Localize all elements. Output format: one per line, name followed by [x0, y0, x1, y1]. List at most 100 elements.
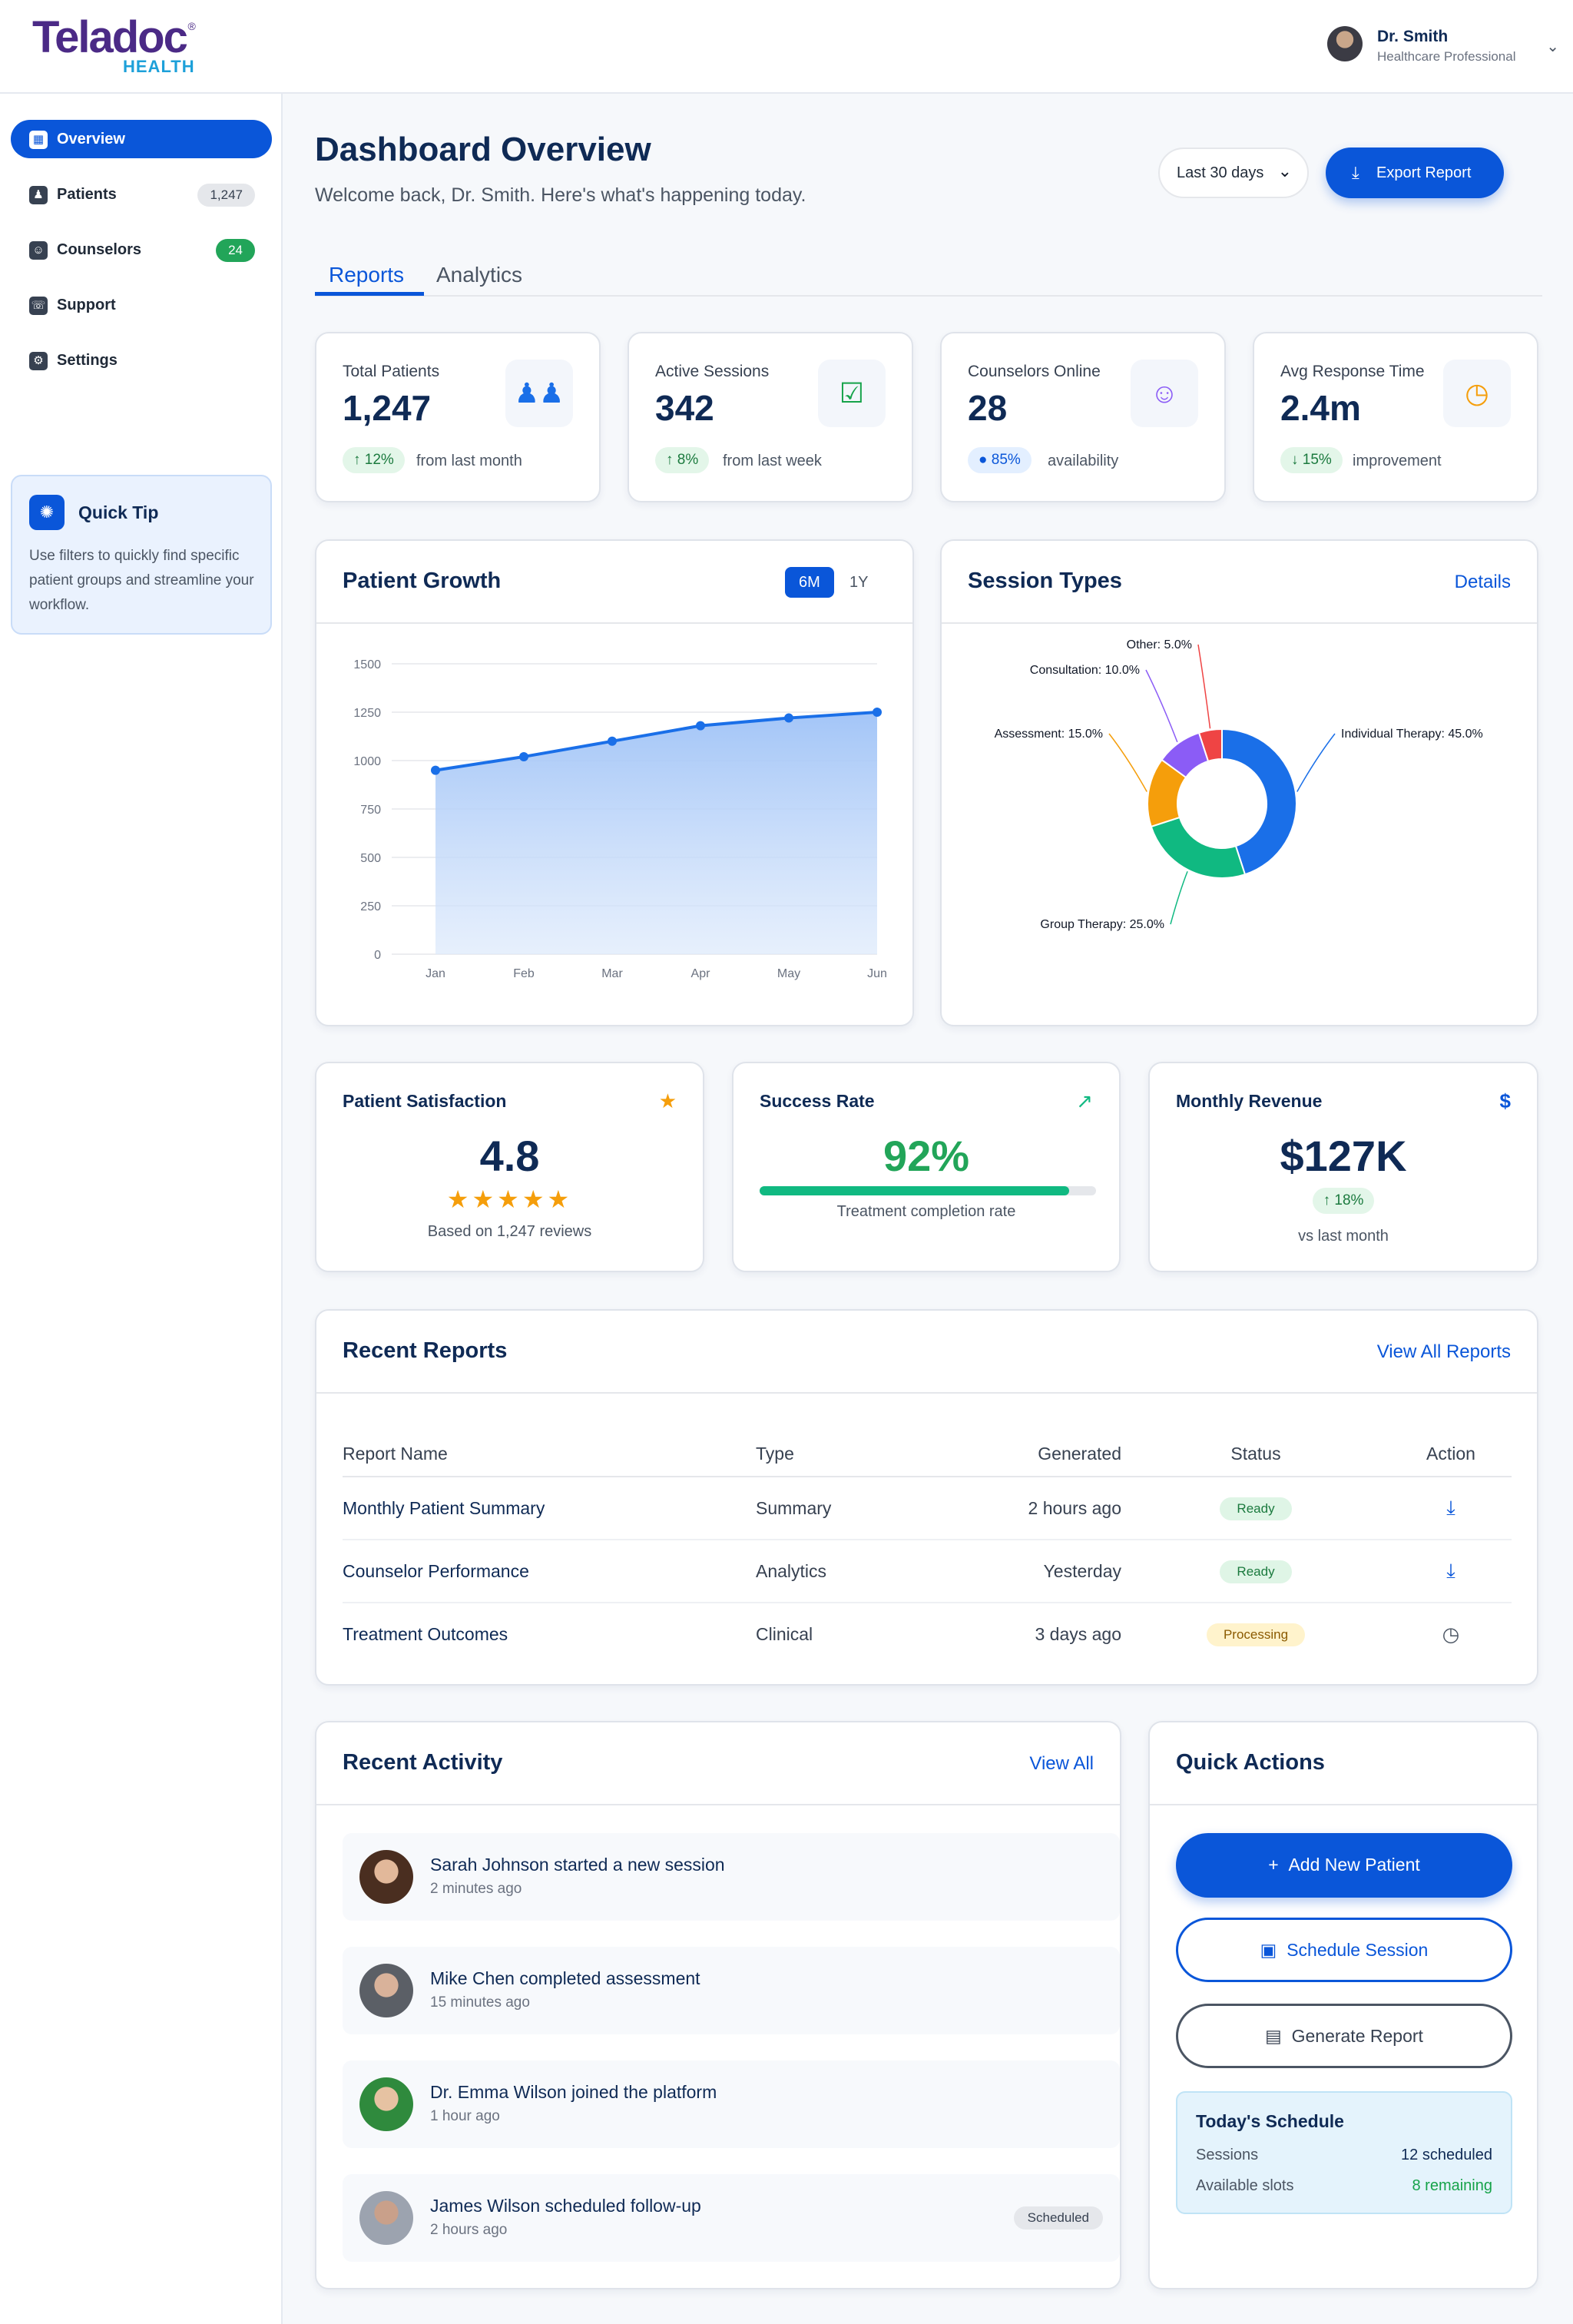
sidebar-item-support[interactable]: ☏ Support — [11, 286, 272, 324]
stat-delta-badge: ● 85% — [968, 447, 1032, 473]
data-point[interactable] — [873, 708, 882, 717]
leader-line — [1296, 733, 1336, 792]
headset-icon: ☏ — [29, 297, 48, 315]
calendar-icon: ▣ — [1260, 1940, 1277, 1960]
pie-slice[interactable] — [1221, 728, 1297, 876]
range-6m-button[interactable]: 6M — [785, 567, 834, 598]
user-menu[interactable]: Dr. Smith Healthcare Professional ⌄ — [1327, 26, 1573, 72]
x-tick-label: Apr — [691, 967, 711, 980]
top-bar: Teladoc ® HEALTH Dr. Smith Healthcare Pr… — [0, 0, 1573, 94]
clock-icon: ◷ — [1443, 360, 1511, 427]
quick-tip-body: Use filters to quickly find specific pat… — [29, 548, 254, 613]
leader-line — [1108, 733, 1147, 792]
area-fill — [435, 712, 877, 954]
sidebar-item-label: Settings — [57, 352, 118, 369]
avatar — [359, 2191, 413, 2245]
download-icon[interactable]: ⤓ — [1390, 1540, 1512, 1603]
sidebar-item-settings[interactable]: ⚙ Settings — [11, 341, 272, 380]
chevron-down-icon: ⌄ — [1277, 161, 1292, 181]
export-report-button[interactable]: ⤓ Export Report — [1326, 148, 1504, 198]
sidebar-item-overview[interactable]: ▦ Overview — [11, 120, 272, 158]
slots-label: Available slots — [1196, 2177, 1294, 2194]
status-badge: Scheduled — [1013, 2206, 1103, 2230]
y-tick-label: 250 — [360, 900, 381, 913]
session-types-card: Session Types Details Individual Therapy… — [940, 539, 1538, 1026]
add-new-patient-label: Add New Patient — [1288, 1855, 1420, 1875]
column-header: Action — [1390, 1432, 1512, 1477]
success-rate-value: 92% — [883, 1132, 970, 1180]
revenue-delta-row: ↑ 18% — [1150, 1188, 1537, 1214]
stat-note: from last month — [416, 453, 522, 469]
success-rate-card: Success Rate ↗ 92% Treatment completion … — [732, 1062, 1121, 1272]
card-header: Recent Reports View All Reports — [316, 1311, 1537, 1394]
stat-label: Total Patients — [343, 363, 440, 380]
card-title: Monthly Revenue — [1176, 1091, 1323, 1111]
satisfaction-caption: Based on 1,247 reviews — [427, 1223, 592, 1240]
report-name[interactable]: Monthly Patient Summary — [343, 1477, 756, 1540]
add-new-patient-button[interactable]: + Add New Patient — [1176, 1833, 1512, 1898]
layout-icon: ▦ — [29, 131, 48, 149]
data-point[interactable] — [784, 713, 793, 723]
table-header-row: Report Name Type Generated Status Action — [343, 1432, 1512, 1477]
counselor-icon: ☺ — [29, 241, 48, 260]
stat-card-counselors-online: Counselors Online 28 ☺ ● 85% availabilit… — [940, 332, 1226, 502]
view-all-activity-link[interactable]: View All — [1029, 1753, 1094, 1774]
pie-slice[interactable] — [1197, 728, 1223, 763]
sidebar-item-counselors[interactable]: ☺ Counselors 24 — [11, 230, 272, 269]
data-point[interactable] — [608, 736, 617, 746]
chevron-down-icon[interactable]: ⌄ — [1546, 38, 1559, 55]
range-1y-button[interactable]: 1Y — [849, 574, 869, 591]
leader-line — [1197, 644, 1211, 729]
report-name[interactable]: Treatment Outcomes — [343, 1624, 508, 1644]
stat-card-total-patients: Total Patients 1,247 ♟♟ ↑ 12% from last … — [315, 332, 601, 502]
user-name: Dr. Smith — [1377, 28, 1449, 45]
gear-icon: ⚙ — [29, 352, 48, 370]
stat-label: Avg Response Time — [1280, 363, 1425, 380]
report-name[interactable]: Counselor Performance — [343, 1540, 756, 1603]
pie-slice[interactable] — [1150, 816, 1247, 879]
stat-delta: 15% — [1302, 452, 1332, 468]
x-tick-label: Mar — [601, 967, 623, 980]
list-item: Sarah Johnson started a new session 2 mi… — [343, 1833, 1120, 1921]
logo-subtext: HEALTH — [123, 57, 195, 76]
page-subtitle: Welcome back, Dr. Smith. Here's what's h… — [315, 184, 806, 206]
status-cell: Ready — [1121, 1540, 1390, 1603]
data-point[interactable] — [431, 765, 440, 775]
avatar — [359, 2077, 413, 2131]
tab-analytics[interactable]: Analytics — [436, 263, 523, 287]
tab-reports[interactable]: Reports — [329, 263, 405, 287]
user-role: Healthcare Professional — [1377, 49, 1516, 64]
avatar — [359, 1964, 413, 2017]
patients-count-badge: 1,247 — [197, 184, 255, 207]
counselor-icon: ☺ — [1131, 360, 1198, 427]
teladoc-logo[interactable]: Teladoc ® HEALTH — [32, 15, 196, 77]
details-link[interactable]: Details — [1454, 572, 1511, 592]
schedule-session-button[interactable]: ▣ Schedule Session — [1176, 1918, 1512, 1982]
user-avatar — [1327, 26, 1363, 61]
slice-label: Consultation: 10.0% — [1030, 664, 1140, 677]
counselors-count-badge: 24 — [216, 239, 255, 262]
tab-bar: Reports Analytics — [315, 258, 1542, 297]
patient-growth-chart: 0 250 500 750 1000 1250 1500 Jan Feb Mar Apr May Jun — [353, 658, 886, 980]
recent-activity-card: Recent Activity View All Sarah Johnson s… — [315, 1721, 1121, 2289]
stat-value: 28 — [968, 388, 1008, 428]
column-header: Report Name — [343, 1432, 756, 1477]
slice-label: Assessment: 15.0% — [995, 728, 1103, 741]
download-icon[interactable]: ⤓ — [1390, 1477, 1512, 1540]
star-rating: ★★★★★ — [446, 1185, 573, 1213]
column-header: Type — [756, 1432, 937, 1477]
view-all-reports-link[interactable]: View All Reports — [1376, 1341, 1511, 1362]
success-progress-fill — [760, 1186, 1069, 1195]
list-item: Mike Chen completed assessment 15 minute… — [343, 1947, 1120, 2034]
date-range-select[interactable]: Last 30 days ⌄ — [1158, 148, 1309, 198]
slice-label: Group Therapy: 25.0% — [1040, 918, 1164, 931]
data-point[interactable] — [696, 721, 705, 731]
export-report-label: Export Report — [1376, 164, 1472, 181]
card-header: Session Types Details — [942, 541, 1537, 624]
x-tick-label: Jan — [426, 967, 445, 980]
sidebar-item-label: Patients — [57, 186, 117, 203]
sidebar-item-patients[interactable]: ♟ Patients 1,247 — [11, 175, 272, 214]
data-point[interactable] — [519, 751, 528, 761]
generate-report-button[interactable]: ▤ Generate Report — [1176, 2004, 1512, 2068]
avatar — [359, 1850, 413, 1904]
